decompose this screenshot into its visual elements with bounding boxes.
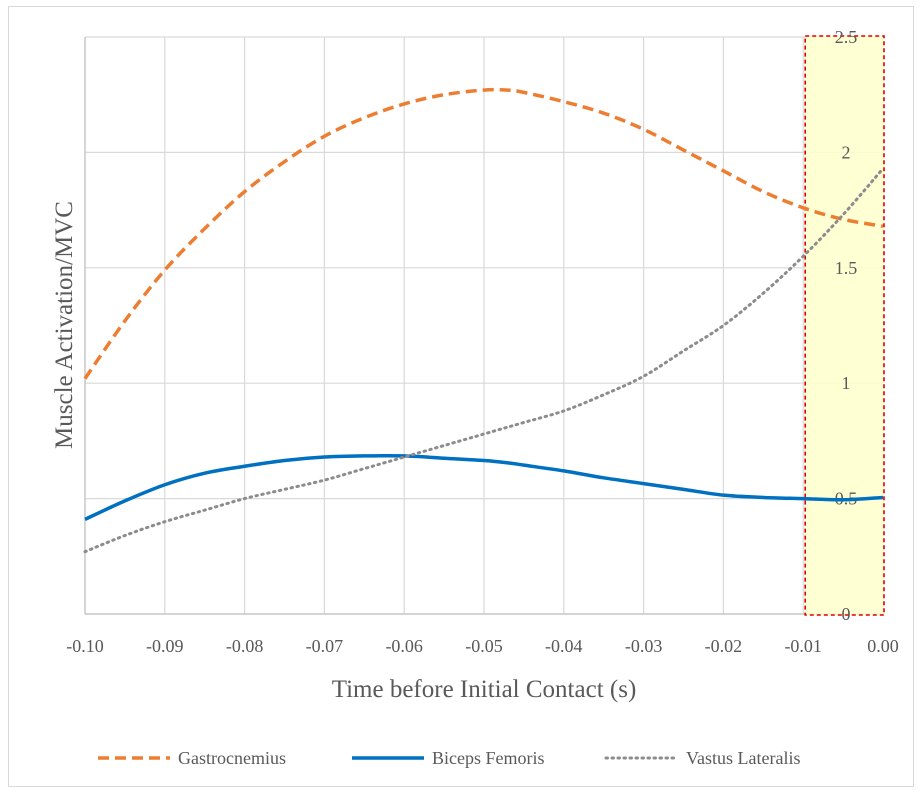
x-tick-label: -0.09 <box>146 636 184 656</box>
y-tick-label: 1 <box>842 373 851 393</box>
x-axis-title: Time before Initial Contact (s) <box>332 676 637 703</box>
legend-label: Vastus Lateralis <box>686 748 800 768</box>
y-axis-title: Muscle Activation/MVC <box>51 201 78 449</box>
y-tick-label: 1.5 <box>835 258 858 278</box>
y-tick-labels: 00.511.522.5 <box>835 27 858 624</box>
x-tick-label: -0.08 <box>226 636 264 656</box>
series-line-gastrocnemius <box>83 87 884 380</box>
series-lines <box>83 87 885 554</box>
legend-label: Gastrocnemius <box>178 748 286 768</box>
x-tick-label: -0.06 <box>385 636 423 656</box>
x-tick-labels: -0.10 -0.09 -0.08 -0.07 -0.06 -0.05 -0.04 -0.03… <box>66 636 899 656</box>
chart-frame <box>8 6 914 787</box>
x-tick-label: -0.05 <box>465 636 503 656</box>
legend: Gastrocnemius Biceps Femoris Vastus Latera… <box>98 748 800 768</box>
legend-label: Biceps Femoris <box>432 748 545 768</box>
x-tick-label: -0.01 <box>784 636 822 656</box>
y-tick-label: 2 <box>842 142 851 162</box>
y-tick-label: 2.5 <box>835 27 858 47</box>
series-line-biceps-femoris <box>84 453 884 521</box>
x-tick-label: -0.02 <box>705 636 743 656</box>
x-tick-label: -0.10 <box>66 636 104 656</box>
grid-lines <box>84 36 884 615</box>
x-tick-label: 0.00 <box>867 636 899 656</box>
x-tick-label: -0.07 <box>306 636 344 656</box>
highlight-rect <box>804 35 885 616</box>
highlight-region <box>804 35 885 616</box>
y-tick-label: 0 <box>842 604 851 624</box>
x-tick-label: -0.03 <box>625 636 663 656</box>
x-tick-label: -0.04 <box>545 636 583 656</box>
